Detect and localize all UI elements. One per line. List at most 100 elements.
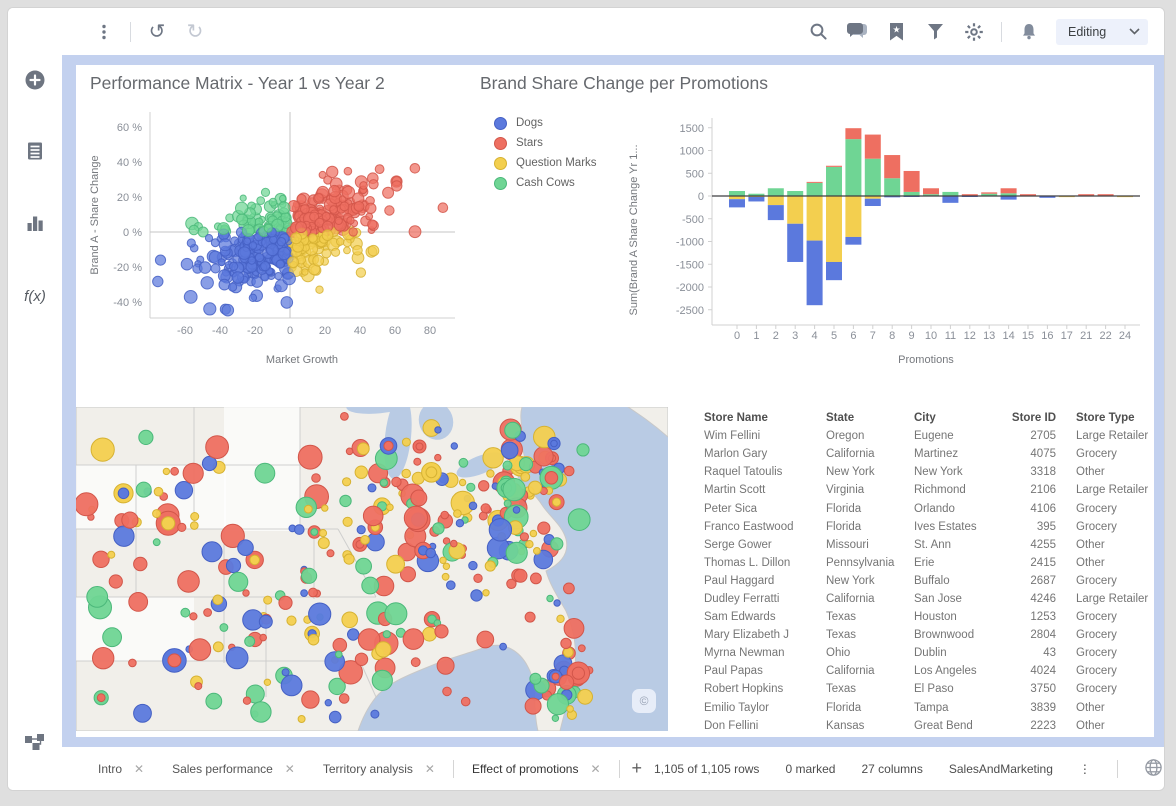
page-tab-sales-performance[interactable]: Sales performance ✕: [162, 756, 305, 782]
tab-label: Effect of promotions: [471, 761, 579, 776]
kebab-menu-icon[interactable]: [92, 20, 116, 44]
table-cell: California: [826, 592, 875, 605]
table-row[interactable]: Paul Papas California Los Angeles 4024 Groce…: [704, 662, 1154, 680]
chevron-down-icon: [1129, 28, 1140, 35]
tab-separator: [618, 759, 620, 778]
table-row[interactable]: Martin Scott Virginia Richmond 2106 Large Re…: [704, 481, 1154, 499]
scatter-plot[interactable]: -60 -40 -20 0 20 40 60 80 60 % 40 % 20 % 0 % -20 % -4…: [76, 100, 470, 380]
legend-item[interactable]: Stars: [494, 133, 597, 153]
legend-item[interactable]: Question Marks: [494, 153, 597, 173]
files-and-data-icon[interactable]: [26, 141, 45, 166]
table-cell: Large Retailer: [1076, 592, 1149, 605]
table-cell: 2223: [1030, 719, 1056, 732]
left-sidebar: f(x): [8, 55, 62, 790]
settings-gear-icon[interactable]: [962, 20, 986, 44]
table-cell: 395: [1036, 520, 1056, 533]
table-visualization[interactable]: Store Name State City Store ID Store Type Wim…: [704, 409, 1154, 735]
tab-close-icon[interactable]: ✕: [284, 761, 295, 776]
table-cell: Myrna Newman: [704, 647, 785, 660]
map-canvas[interactable]: [74, 392, 669, 732]
redo-icon[interactable]: ↻: [186, 20, 204, 43]
table-row[interactable]: Serge Gower Missouri St. Ann 4255 Other: [704, 536, 1154, 554]
table-cell: 4106: [1030, 502, 1056, 515]
comments-icon[interactable]: [845, 20, 869, 44]
map-attribution-button[interactable]: ©: [632, 689, 656, 713]
table-cell: Raquel Tatoulis: [704, 466, 783, 479]
svg-text:★: ★: [892, 24, 900, 34]
svg-text:15: 15: [1022, 330, 1034, 342]
page-tab-intro[interactable]: Intro ✕: [88, 756, 154, 782]
notifications-bell-icon[interactable]: [1017, 20, 1041, 44]
table-cell: Grocery: [1076, 647, 1117, 660]
table-row[interactable]: Myrna Newman Ohio Dublin 43 Grocery: [704, 644, 1154, 662]
svg-text:80: 80: [424, 325, 436, 337]
table-row[interactable]: Franco Eastwood Florida Ives Estates 395 Gro…: [704, 518, 1154, 536]
column-header[interactable]: Store Type: [1076, 412, 1135, 425]
functions-icon[interactable]: f(x): [20, 285, 50, 312]
table-row[interactable]: Mary Elizabeth J Texas Brownwood 2804 Grocer…: [704, 626, 1154, 644]
table-cell: Dublin: [914, 647, 947, 660]
table-row[interactable]: Thomas L. Dillon Pennsylvania Erie 2415 Othe…: [704, 554, 1154, 572]
table-row[interactable]: Peter Sica Florida Orlando 4106 Grocery: [704, 499, 1154, 517]
tab-close-icon[interactable]: ✕: [590, 761, 601, 776]
legend-label: Stars: [516, 137, 543, 149]
table-row[interactable]: Sam Edwards Texas Houston 1253 Grocery: [704, 608, 1154, 626]
svg-text:6: 6: [850, 330, 856, 342]
canvas-frame: Performance Matrix - Year 1 vs Year 2 -6…: [62, 55, 1164, 747]
column-header[interactable]: Store ID: [1011, 412, 1056, 425]
table-cell: El Paso: [914, 683, 954, 696]
mode-dropdown[interactable]: Editing: [1056, 18, 1148, 45]
filters-icon[interactable]: [923, 20, 947, 44]
table-row[interactable]: Don Fellini Kansas Great Bend 2223 Other: [704, 717, 1154, 735]
undo-icon[interactable]: ↺: [148, 20, 166, 43]
data-source-name[interactable]: SalesAndMarketing: [948, 761, 1053, 776]
legend-item[interactable]: Cash Cows: [494, 173, 597, 193]
tab-close-icon[interactable]: ✕: [134, 761, 145, 776]
add-page-button[interactable]: +: [631, 758, 643, 778]
column-header[interactable]: City: [914, 412, 936, 425]
table-cell: Great Bend: [914, 719, 973, 732]
table-cell: 3318: [1030, 466, 1056, 479]
column-header[interactable]: Store Name: [704, 412, 768, 425]
table-cell: Richmond: [914, 484, 966, 497]
svg-text:14: 14: [1002, 330, 1014, 342]
legend: Dogs Stars Question Marks Cash Cows: [494, 113, 597, 193]
page-tab-territory-analysis[interactable]: Territory analysis ✕: [313, 756, 445, 782]
map-visualization[interactable]: ©: [74, 392, 669, 732]
table-row[interactable]: Raquel Tatoulis New York New York 3318 Other: [704, 463, 1154, 481]
table-cell: Pennsylvania: [826, 556, 895, 569]
table-cell: Grocery: [1076, 683, 1117, 696]
table-row[interactable]: Paul Haggard New York Buffalo 2687 Grocery: [704, 572, 1154, 590]
svg-text:10: 10: [925, 330, 937, 342]
app-window: ↺ ↻ ★ Editing: [8, 8, 1164, 790]
table-cell: Buffalo: [914, 574, 950, 587]
bookmarks-icon[interactable]: ★: [884, 20, 908, 44]
tab-close-icon[interactable]: ✕: [424, 761, 435, 776]
svg-text:4: 4: [812, 330, 818, 342]
marked-count: 0 marked: [785, 761, 836, 776]
svg-text:9: 9: [909, 330, 915, 342]
data-canvas-icon[interactable]: [24, 731, 46, 756]
status-kebab-icon[interactable]: ⋮: [1078, 761, 1091, 776]
table-row[interactable]: Marlon Gary California Martinez 4075 Grocery: [704, 445, 1154, 463]
top-toolbar: ↺ ↻ ★ Editing: [8, 8, 1164, 55]
search-icon[interactable]: [806, 20, 830, 44]
svg-text:5: 5: [831, 330, 837, 342]
table-cell: Robert Hopkins: [704, 683, 784, 696]
table-row[interactable]: Emilio Taylor Florida Tampa 3839 Other: [704, 699, 1154, 717]
table-cell: Missouri: [826, 538, 869, 551]
table-cell: Eugene: [914, 430, 954, 443]
visualization-types-icon[interactable]: [25, 213, 45, 238]
legend-item[interactable]: Dogs: [494, 113, 597, 133]
column-header[interactable]: State: [826, 412, 855, 425]
table-row[interactable]: Robert Hopkins Texas El Paso 3750 Grocery: [704, 680, 1154, 698]
table-row[interactable]: Dudley Ferratti California San Jose 4246 Lar…: [704, 590, 1154, 608]
globe-icon[interactable]: [1144, 758, 1163, 780]
svg-text:Brand A - Share Change: Brand A - Share Change: [89, 155, 101, 274]
table-cell: 4024: [1030, 665, 1056, 678]
svg-text:Market Growth: Market Growth: [266, 354, 338, 366]
table-row[interactable]: Wim Fellini Oregon Eugene 2705 Large Retaile…: [704, 427, 1154, 445]
page-tab-effect-of-promotions[interactable]: Effect of promotions ✕: [462, 756, 611, 782]
add-content-icon[interactable]: [24, 69, 46, 96]
